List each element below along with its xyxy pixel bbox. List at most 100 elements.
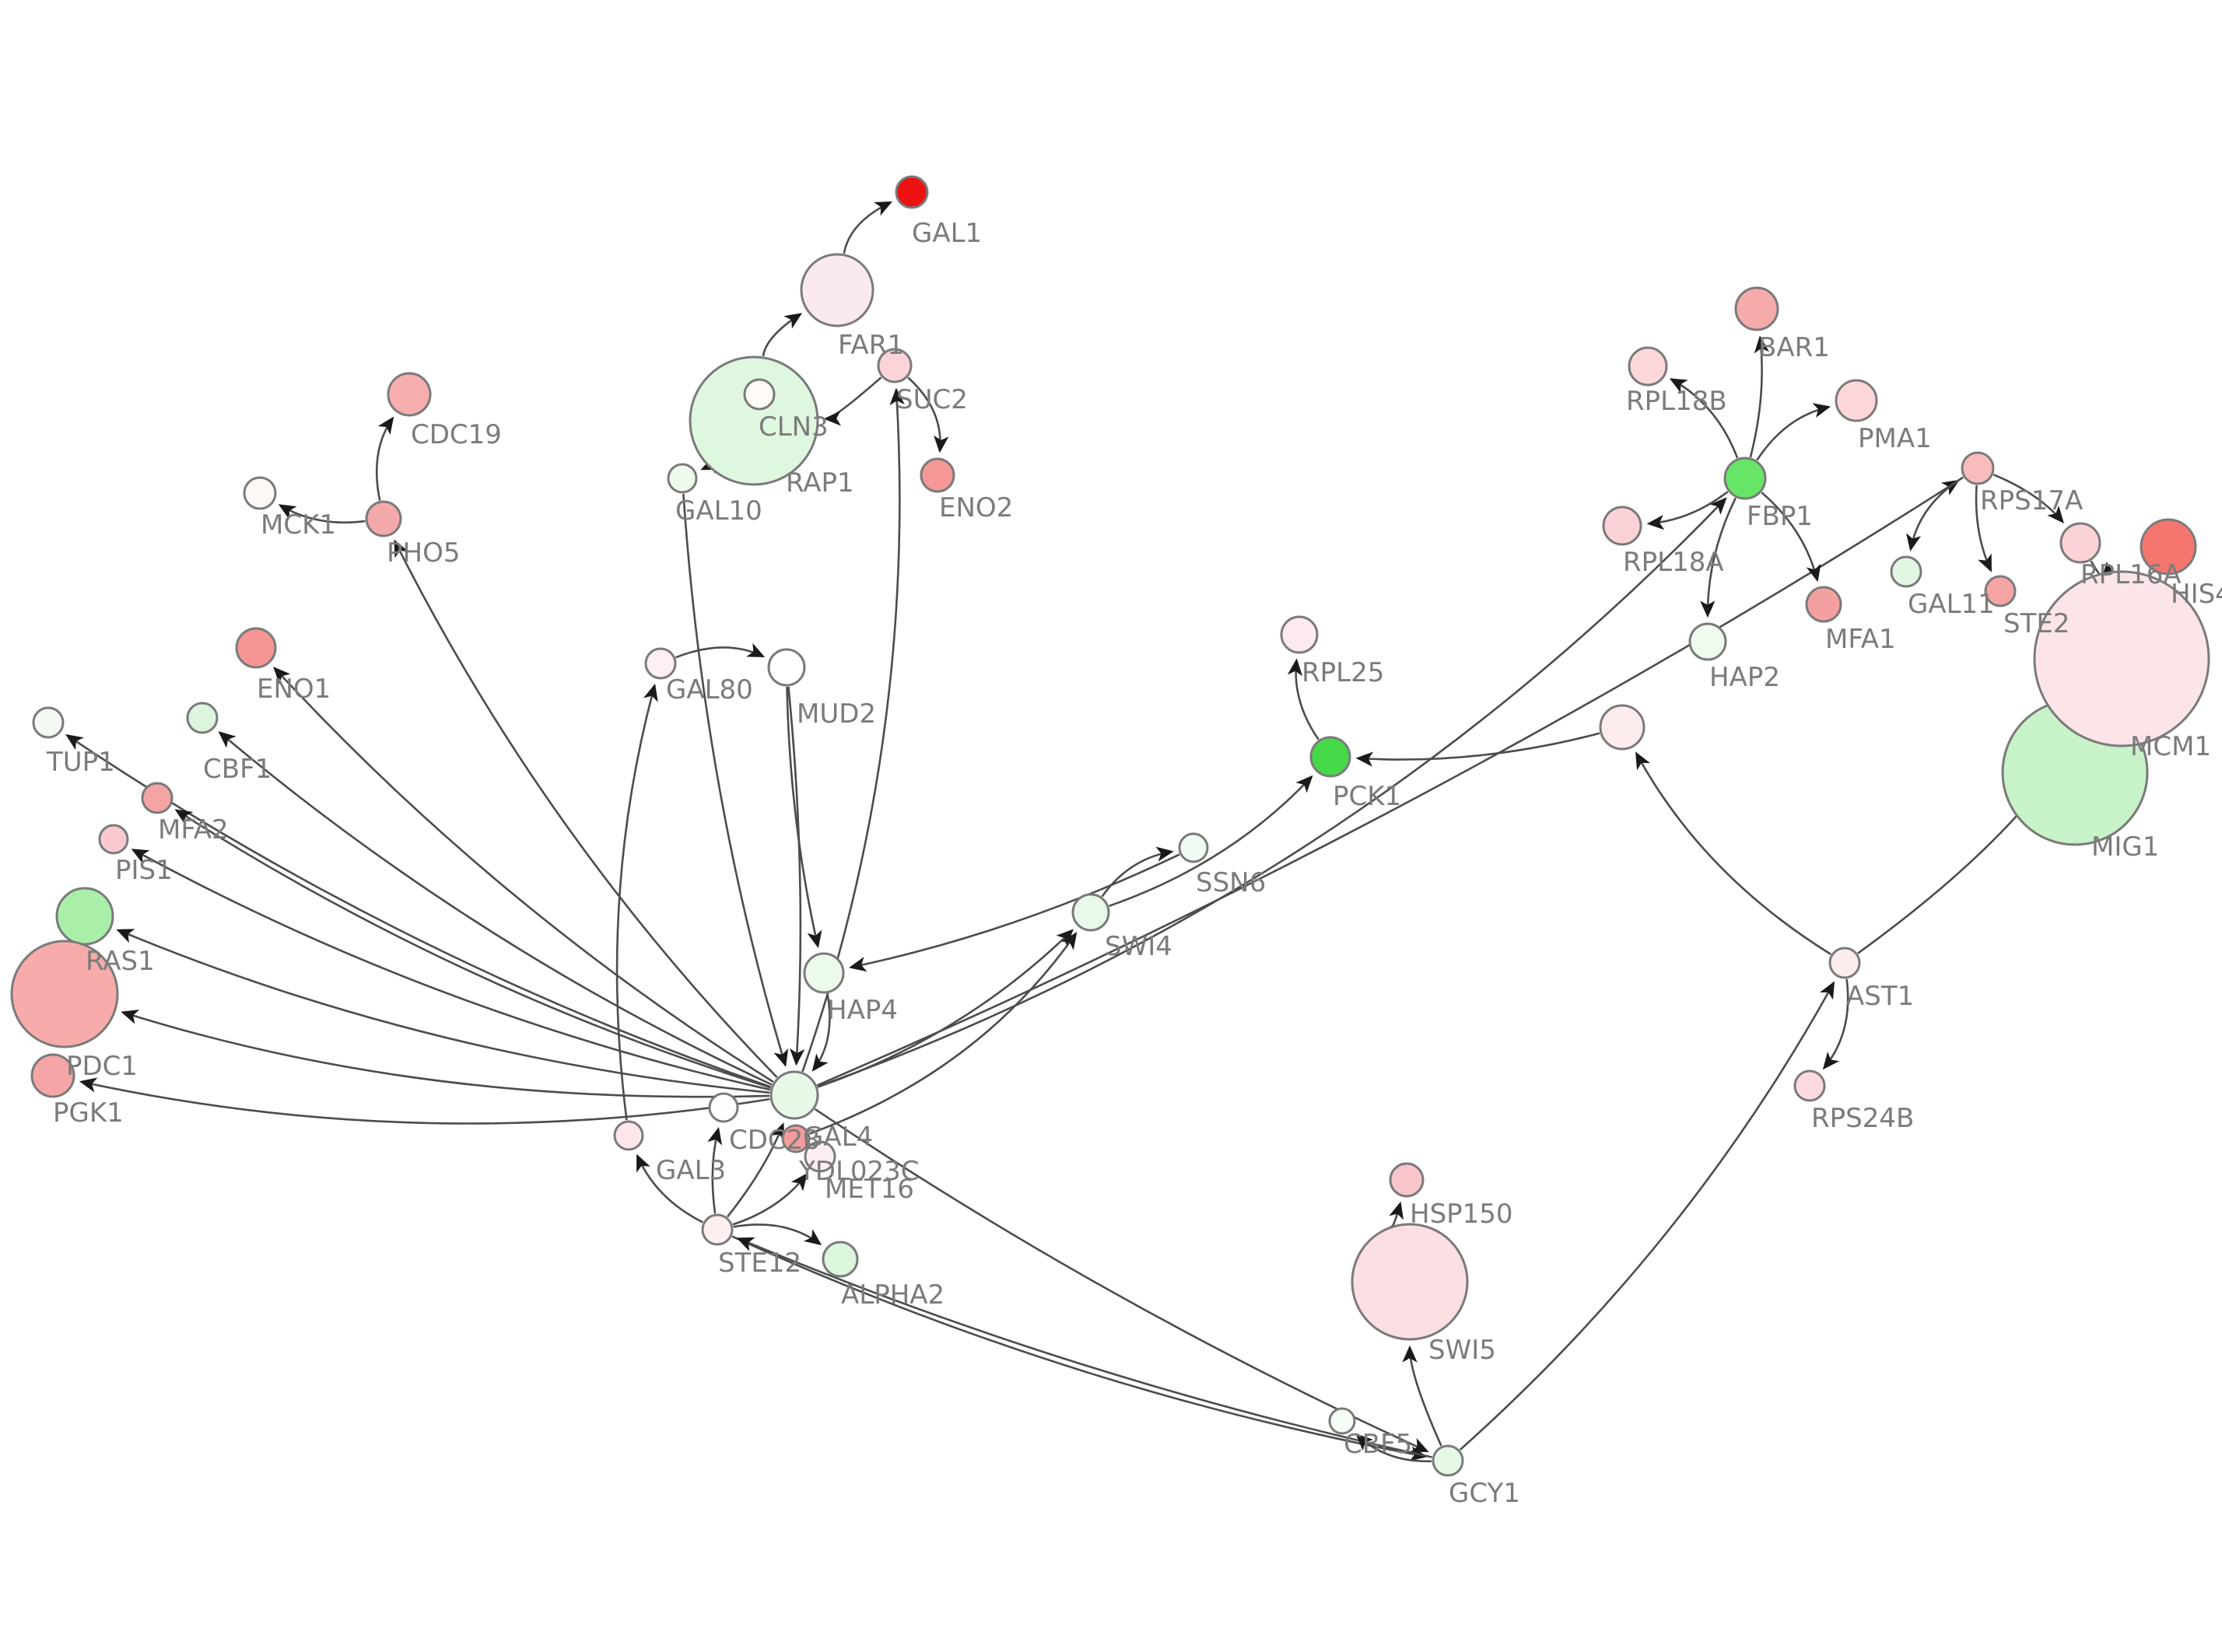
label-hsp150: HSP150 xyxy=(1410,1199,1513,1230)
label-rps24b: RPS24B xyxy=(1811,1103,1914,1134)
node-fbp1[interactable] xyxy=(1723,457,1767,500)
node-his4[interactable] xyxy=(2140,518,2197,576)
node-rps17a[interactable] xyxy=(1961,451,1995,485)
label-his4: HIS4 xyxy=(2171,579,2222,610)
edge-SWI4-PCK1 xyxy=(1109,775,1313,908)
label-cln3: CLN3 xyxy=(759,411,829,443)
edge-GAL4-RAS1 xyxy=(116,929,770,1094)
edge-PCK1-RPL25 xyxy=(1287,658,1320,740)
node-cbf5[interactable] xyxy=(1328,1407,1356,1435)
node-gal11[interactable] xyxy=(1890,555,1922,588)
node-gal10[interactable] xyxy=(667,463,698,494)
label-cdc28: CDC28 xyxy=(729,1125,820,1156)
node-rpl18b[interactable] xyxy=(1628,346,1668,387)
node-cbf1[interactable] xyxy=(186,702,219,734)
node-mfa1[interactable] xyxy=(1805,586,1842,623)
label-mfa2: MFA2 xyxy=(158,814,229,845)
edge-GAL4-RPS17A xyxy=(816,479,1960,1087)
label-mfa1: MFA1 xyxy=(1825,624,1896,655)
node-mfa2[interactable] xyxy=(141,782,173,814)
node-cdc28[interactable] xyxy=(708,1092,739,1123)
node-pgk1[interactable] xyxy=(30,1053,75,1098)
label-ste2: STE2 xyxy=(2003,608,2070,639)
node-gal1[interactable] xyxy=(895,175,929,209)
label-ras1: RAS1 xyxy=(86,946,155,977)
edge-SUC2-CLN3 xyxy=(823,376,882,426)
label-alpha2: ALPHA2 xyxy=(841,1279,945,1311)
label-rpl16a: RPL16A xyxy=(2080,559,2182,590)
node-cln3[interactable] xyxy=(689,355,819,486)
edge-FBP1-MFA1 xyxy=(1761,492,1821,583)
node-ast1[interactable] xyxy=(1828,947,1861,979)
edge-GAL4-FBP1 xyxy=(817,497,1727,1088)
label-swi5: SWI5 xyxy=(1428,1335,1496,1366)
node-pck1[interactable] xyxy=(1309,736,1351,778)
label-cbf1: CBF1 xyxy=(203,754,272,785)
node-hsp150[interactable] xyxy=(1389,1162,1425,1198)
node-gal80[interactable] xyxy=(644,647,677,680)
label-mck1: MCK1 xyxy=(261,509,336,541)
label-pck1: PCK1 xyxy=(1333,781,1401,812)
edge-STE12-CDC28 xyxy=(707,1126,723,1214)
node-rap1[interactable] xyxy=(743,378,776,411)
edge-GAL4-TUP1 xyxy=(65,733,772,1088)
node-eno1[interactable] xyxy=(235,627,277,669)
edge-FBP1-PMA1 xyxy=(1756,403,1831,461)
node-ydl023c[interactable] xyxy=(781,1124,811,1153)
node-rpl16a[interactable] xyxy=(2059,522,2101,564)
label-mcm1: MCM1 xyxy=(2130,731,2211,762)
node-ste2[interactable] xyxy=(1984,575,2017,607)
label-rps17a: RPS17A xyxy=(1980,485,2083,516)
edge-MUD2-HAP4 xyxy=(786,686,822,949)
edge-MUD2-GAL4 xyxy=(787,686,805,1066)
node-far1[interactable] xyxy=(800,253,874,327)
node-rps24b[interactable] xyxy=(1793,1069,1826,1102)
node-gal4[interactable] xyxy=(769,1070,819,1120)
edge-GCY1-STE12 xyxy=(736,1237,1432,1458)
node-gcy1[interactable] xyxy=(1432,1444,1464,1477)
node-ssn6[interactable] xyxy=(1178,832,1209,863)
node-hap2[interactable] xyxy=(1688,622,1727,661)
label-gal1: GAL1 xyxy=(912,218,982,249)
label-pdc1: PDC1 xyxy=(66,1051,138,1082)
node-ras1[interactable] xyxy=(55,887,114,946)
node-rpl18a[interactable] xyxy=(1602,506,1642,546)
node-mcm1[interactable] xyxy=(2033,570,2210,747)
edge-GAL4-ENO1 xyxy=(273,667,774,1083)
label-gal80: GAL80 xyxy=(666,674,753,705)
edge-CLN3-FAR1 xyxy=(762,313,803,357)
edge-GAL10-GAL4 xyxy=(682,493,789,1067)
label-pgk1: PGK1 xyxy=(53,1097,124,1129)
node-pho5[interactable] xyxy=(365,500,402,537)
label-ydl023c: YDL023C xyxy=(798,1156,920,1187)
edge-SUC2-ENO2 xyxy=(907,376,949,453)
edge-AST1-UNNAMED xyxy=(1635,751,1831,956)
node-swi5[interactable] xyxy=(1351,1223,1469,1341)
label-fbp1: FBP1 xyxy=(1747,501,1813,532)
node-suc2[interactable] xyxy=(877,348,913,383)
node-bar1[interactable] xyxy=(1734,286,1779,331)
node-ste12[interactable] xyxy=(701,1213,734,1246)
node-rpl25[interactable] xyxy=(1280,615,1319,654)
node-cdc19[interactable] xyxy=(387,372,432,417)
node-gal3[interactable] xyxy=(613,1120,644,1151)
node-alpha2[interactable] xyxy=(822,1241,859,1278)
label-mig1: MIG1 xyxy=(2091,831,2159,863)
node-pis1[interactable] xyxy=(98,824,129,855)
node-eno2[interactable] xyxy=(920,457,955,493)
node-tup1[interactable] xyxy=(32,706,65,739)
node-unnamed[interactable] xyxy=(1599,704,1645,751)
edge-YDL023C-SWI4 xyxy=(809,932,1078,1135)
node-pma1[interactable] xyxy=(1835,379,1878,422)
node-hap4[interactable] xyxy=(803,952,845,994)
node-met16[interactable] xyxy=(804,1140,836,1173)
label-rpl25: RPL25 xyxy=(1302,657,1384,688)
node-swi4[interactable] xyxy=(1071,893,1110,932)
edge-GCY1-CBF5 xyxy=(1355,1433,1432,1463)
edge-GAL4-PGK1 xyxy=(79,1077,770,1125)
node-mck1[interactable] xyxy=(243,476,277,510)
node-mud2[interactable] xyxy=(767,648,806,687)
node-pdc1[interactable] xyxy=(10,940,119,1048)
label-eno2: ENO2 xyxy=(939,492,1013,523)
